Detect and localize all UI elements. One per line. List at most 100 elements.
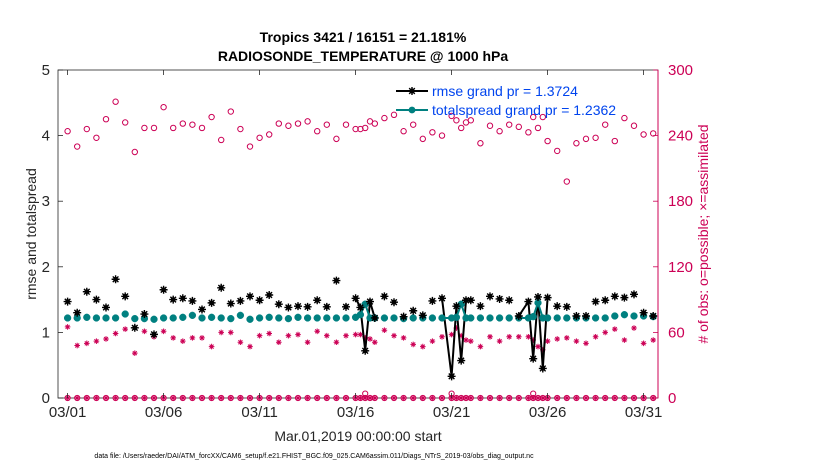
obs-possible-point <box>390 111 398 119</box>
obs-zero-circle <box>554 394 561 402</box>
rmse-point <box>562 302 571 311</box>
obs-possible-point <box>131 148 139 156</box>
obs-assimilated-point <box>352 331 359 338</box>
obs-zero-asterisk <box>391 395 397 401</box>
spread-point <box>543 314 552 322</box>
rmse-point <box>601 296 610 305</box>
obs-zero-asterisk <box>103 395 109 401</box>
spread-point <box>313 314 321 322</box>
obs-zero-asterisk <box>401 395 406 401</box>
rmse-point <box>246 292 254 301</box>
rmse-point <box>620 293 629 302</box>
rmse-point-rays <box>495 294 504 303</box>
rmse-point <box>524 297 533 306</box>
obs-possible-point <box>237 125 244 133</box>
obs-zero-asterisk <box>276 395 282 401</box>
obs-assimilated-point <box>93 338 100 344</box>
rmse-point <box>140 310 149 319</box>
obs-zero-asterisk <box>362 395 368 401</box>
obs-zero-circle <box>486 394 494 402</box>
rmse-point-rays <box>409 306 418 315</box>
y-tick-label: 1 <box>42 324 50 341</box>
rmse-point-rays <box>529 354 538 363</box>
rmse-point <box>591 297 600 306</box>
legend-spread-marker <box>408 106 416 114</box>
obs-possible-small <box>530 390 537 397</box>
obs-assimilated-point <box>487 333 493 340</box>
obs-zero-circle <box>122 394 129 402</box>
rmse-point <box>361 346 370 355</box>
obs-possible-point <box>275 120 282 127</box>
obs-zero-circle <box>285 394 292 402</box>
obs-assimilated-point <box>592 333 599 340</box>
obs-zero-circle <box>93 394 100 402</box>
obs-assimilated-point <box>295 331 301 338</box>
rmse-point-rays <box>284 303 293 312</box>
rmse-point-rays <box>610 292 619 301</box>
legend-spread-label: totalspread grand pr = 1.2362 <box>432 102 616 118</box>
obs-assimilated-point <box>477 343 484 350</box>
rmse-point-rays <box>447 372 456 381</box>
rmse-point <box>409 306 418 315</box>
rmse-point-rays <box>226 299 235 308</box>
rmse-point-rays <box>265 291 274 300</box>
obs-possible-point <box>256 134 263 141</box>
rmse-point <box>630 290 638 299</box>
obs-zero-asterisk <box>506 395 512 401</box>
obs-zero-asterisk <box>468 395 474 401</box>
obs-zero-asterisk <box>286 395 291 401</box>
obs-assimilated-point <box>573 338 580 344</box>
obs-assimilated-point <box>199 335 205 341</box>
y-tick-label: 0 <box>42 390 50 407</box>
spread-point <box>294 313 302 321</box>
obs-possible-point <box>621 114 628 122</box>
obs-zero-circle <box>333 394 340 402</box>
obs-zero-circle <box>112 394 119 402</box>
obs-assimilated-point <box>621 337 628 343</box>
rmse-point <box>63 297 72 306</box>
obs-zero-asterisk <box>554 395 560 401</box>
rmse-point-rays <box>399 312 408 321</box>
obs-zero-asterisk <box>602 395 608 401</box>
obs-zero-circle <box>189 394 196 402</box>
obs-zero-asterisk <box>132 395 138 401</box>
obs-possible-point <box>102 116 110 123</box>
obs-assimilated-point <box>535 343 541 350</box>
spread-point <box>529 313 537 321</box>
spread-point <box>179 313 187 321</box>
x-tick-label: 03/01 <box>49 404 87 421</box>
rmse-point <box>649 312 658 320</box>
spread-point <box>159 314 168 322</box>
obs-possible-point <box>122 119 129 126</box>
rmse-point-rays <box>486 292 494 301</box>
obs-zero-asterisk <box>583 395 589 401</box>
rmse-point <box>332 276 341 285</box>
rmse-point <box>380 292 389 301</box>
rmse-point-rays <box>538 364 547 373</box>
obs-zero-asterisk <box>367 395 373 401</box>
x-tick-label: 03/16 <box>337 404 375 421</box>
obs-zero-circle <box>131 394 138 402</box>
rmse-point-rays <box>121 292 130 301</box>
obs-assimilated-point <box>468 338 474 344</box>
rmse-point-rays <box>457 356 466 365</box>
obs-zero-asterisk <box>180 395 186 401</box>
rmse-point-rays <box>351 294 360 303</box>
obs-possible-point <box>93 134 100 141</box>
rmse-point <box>188 296 197 305</box>
obs-assimilated-point <box>612 326 618 332</box>
spread-point <box>591 314 600 322</box>
obs-zero-asterisk <box>622 395 627 401</box>
rmse-point-rays <box>342 302 350 311</box>
rmse-point-rays <box>82 287 91 296</box>
rmse-point-rays <box>361 346 370 355</box>
obs-zero-asterisk <box>113 395 118 401</box>
obs-zero-asterisk <box>142 395 147 401</box>
obs-possible-small <box>362 390 369 397</box>
obs-zero-circle <box>630 394 638 402</box>
spread-point <box>476 314 485 322</box>
x-axis-ticks: 03/01 03/06 03/11 03/16 03/21 03/26 03/31 <box>49 70 662 421</box>
obs-zero-asterisk <box>247 395 253 401</box>
rmse-point <box>457 356 466 365</box>
